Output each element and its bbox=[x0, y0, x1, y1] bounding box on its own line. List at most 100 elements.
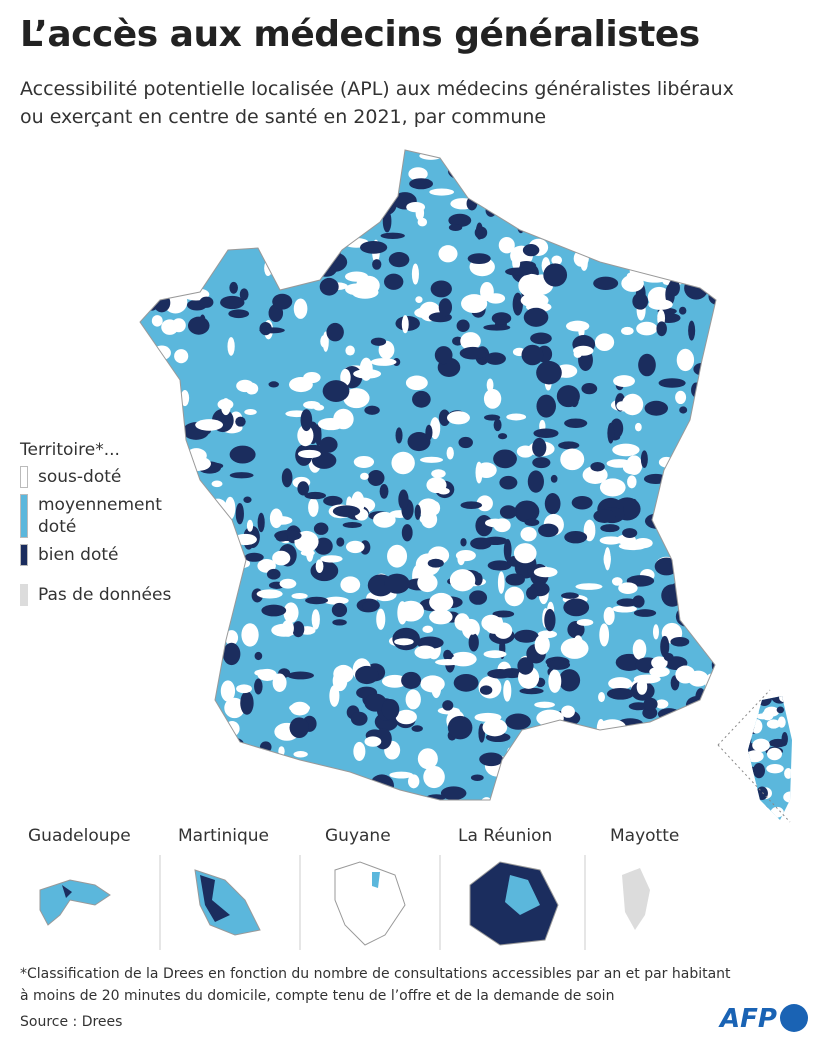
map-patch bbox=[317, 224, 333, 240]
map-patch bbox=[289, 170, 314, 180]
map-patch bbox=[232, 192, 245, 211]
map-patch bbox=[691, 517, 713, 529]
map-patch bbox=[622, 460, 642, 475]
map-patch bbox=[544, 608, 556, 632]
map-patch bbox=[545, 772, 564, 789]
map-patch bbox=[204, 715, 228, 736]
map-patch bbox=[228, 309, 250, 319]
map-patch bbox=[752, 763, 765, 779]
map-patch bbox=[475, 222, 483, 240]
map-patch bbox=[561, 592, 579, 599]
map-patch bbox=[389, 771, 414, 779]
map-patch bbox=[353, 741, 366, 761]
map-patch bbox=[351, 285, 379, 299]
map-patch bbox=[523, 307, 549, 327]
map-patch bbox=[756, 696, 772, 706]
map-patch bbox=[460, 538, 467, 547]
map-patch bbox=[275, 532, 289, 542]
map-patch bbox=[483, 414, 501, 421]
footnote: à moins de 20 minutes du domicile, compt… bbox=[20, 988, 615, 1004]
map-patch bbox=[323, 596, 349, 605]
map-patch bbox=[180, 389, 190, 407]
map-patch bbox=[196, 645, 213, 669]
map-patch bbox=[266, 568, 281, 580]
map-patch bbox=[648, 299, 673, 310]
inset-label: Guyane bbox=[325, 826, 391, 846]
map-patch bbox=[317, 770, 335, 794]
map-patch bbox=[297, 449, 321, 459]
map-patch bbox=[493, 518, 511, 533]
map-patch bbox=[509, 767, 526, 775]
map-patch bbox=[182, 175, 197, 185]
map-patch bbox=[376, 608, 386, 630]
map-patch bbox=[414, 799, 423, 800]
map-patch bbox=[487, 669, 513, 679]
map-patch bbox=[613, 375, 635, 387]
logo-text: AFP bbox=[720, 1004, 777, 1034]
map-patch bbox=[233, 222, 255, 236]
map-patch bbox=[367, 470, 385, 486]
map-patch bbox=[191, 167, 200, 186]
map-patch bbox=[199, 296, 214, 308]
map-patch bbox=[593, 509, 616, 523]
map-patch bbox=[423, 765, 445, 789]
map-patch bbox=[756, 786, 768, 800]
map-patch bbox=[534, 634, 550, 655]
map-patch bbox=[696, 787, 706, 800]
map-patch bbox=[530, 332, 552, 345]
map-patch bbox=[370, 337, 387, 346]
map-patch bbox=[483, 536, 508, 546]
map-patch bbox=[601, 744, 614, 755]
map-patch bbox=[229, 281, 238, 294]
map-patch bbox=[567, 178, 575, 191]
map-patch bbox=[487, 560, 512, 571]
map-patch bbox=[235, 503, 244, 525]
map-patch bbox=[192, 618, 214, 637]
map-patch bbox=[211, 223, 226, 231]
map-patch bbox=[505, 267, 533, 276]
map-patch bbox=[512, 255, 521, 270]
map-patch bbox=[298, 203, 320, 224]
map-patch bbox=[556, 775, 580, 786]
legend-title: Territoire*... bbox=[20, 440, 120, 460]
map-patch bbox=[415, 296, 423, 304]
map-patch bbox=[246, 519, 254, 532]
map-patch bbox=[141, 796, 152, 800]
map-patch bbox=[535, 740, 549, 752]
map-patch bbox=[643, 473, 668, 485]
map-patch bbox=[319, 277, 339, 296]
map-patch bbox=[314, 537, 333, 555]
map-patch bbox=[257, 558, 276, 573]
map-patch bbox=[345, 540, 365, 554]
map-patch bbox=[550, 474, 558, 483]
map-patch bbox=[679, 306, 687, 315]
map-patch bbox=[483, 388, 502, 409]
map-patch bbox=[221, 398, 231, 416]
map-patch bbox=[538, 523, 559, 538]
map-patch bbox=[319, 436, 338, 453]
map-patch bbox=[475, 461, 483, 484]
map-patch bbox=[369, 774, 394, 798]
map-patch bbox=[460, 332, 481, 351]
map-patch bbox=[544, 493, 561, 515]
map-patch bbox=[254, 678, 263, 695]
map-patch bbox=[694, 778, 710, 799]
map-patch bbox=[422, 625, 434, 634]
map-patch bbox=[503, 680, 512, 702]
map-patch bbox=[705, 490, 716, 507]
map-patch bbox=[151, 315, 163, 327]
map-patch bbox=[506, 747, 513, 770]
map-patch bbox=[568, 201, 581, 215]
map-patch bbox=[141, 182, 157, 201]
map-patch bbox=[711, 654, 716, 676]
map-patch bbox=[622, 528, 638, 539]
map-patch bbox=[353, 455, 375, 469]
map-patch bbox=[565, 320, 590, 332]
map-patch bbox=[711, 590, 716, 613]
map-patch bbox=[272, 673, 287, 692]
map-patch bbox=[279, 578, 297, 589]
map-patch bbox=[641, 232, 659, 254]
map-patch bbox=[497, 168, 514, 178]
map-patch bbox=[587, 159, 595, 174]
map-patch bbox=[513, 543, 537, 564]
